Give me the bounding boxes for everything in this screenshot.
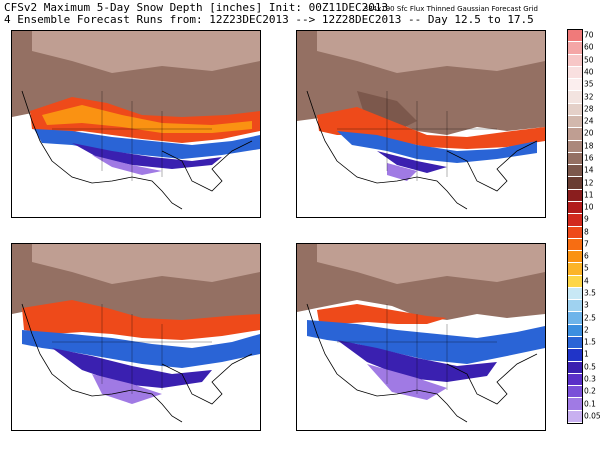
colorbar-label: 3 xyxy=(584,300,589,310)
colorbar-cell xyxy=(568,66,582,80)
colorbar-label: 1.5 xyxy=(584,337,596,347)
colorbar-label: 20 xyxy=(584,128,594,138)
colorbar-label: 24 xyxy=(584,116,594,126)
colorbar-label: 7 xyxy=(584,239,589,249)
colorbar-cell xyxy=(568,140,582,153)
colorbar-cell xyxy=(568,54,582,67)
snow-depth-map-2 xyxy=(297,31,545,217)
colorbar-cell xyxy=(568,189,582,202)
colorbar-cell xyxy=(568,238,582,252)
colorbar-label: 1 xyxy=(584,349,589,359)
colorbar-cell xyxy=(568,251,582,264)
colorbar-cell xyxy=(568,361,582,374)
colorbar-cell xyxy=(568,324,582,338)
chart-title-line-1: CFSv2 Maximum 5-Day Snow Depth [inches] … xyxy=(4,1,389,14)
map-panel-run-3 xyxy=(11,243,261,431)
colorbar-label: 35 xyxy=(584,79,594,89)
colorbar-cell xyxy=(568,152,582,166)
map-panel-run-4 xyxy=(296,243,546,431)
colorbar-label: 28 xyxy=(584,104,594,114)
colorbar-cell xyxy=(568,398,582,411)
colorbar-cell xyxy=(568,312,582,325)
colorbar-label: 16 xyxy=(584,153,594,163)
map-panel-run-1 xyxy=(11,30,261,218)
snow-depth-map-1 xyxy=(12,31,260,217)
colorbar-label: 11 xyxy=(584,190,594,200)
colorbar-label: 10 xyxy=(584,202,594,212)
colorbar xyxy=(567,29,583,424)
snow-depth-map-3 xyxy=(12,244,260,430)
chart-header: CFSv2 Maximum 5-Day Snow Depth [inches] … xyxy=(4,2,596,26)
colorbar-label: 6 xyxy=(584,251,589,261)
colorbar-cell xyxy=(568,165,582,178)
colorbar-cell xyxy=(568,263,582,276)
colorbar-cell xyxy=(568,91,582,104)
chart-title-line-2: 4 Ensemble Forecast Runs from: 12Z23DEC2… xyxy=(4,13,534,26)
colorbar-label: 0.3 xyxy=(584,374,596,384)
colorbar-cell xyxy=(568,275,582,288)
colorbar-cell xyxy=(568,115,582,129)
colorbar-label: 12 xyxy=(584,178,594,188)
colorbar-label: 40 xyxy=(584,67,594,77)
colorbar-cell xyxy=(568,30,582,43)
colorbar-cell xyxy=(568,79,582,92)
colorbar-cell xyxy=(568,42,582,55)
colorbar-label: 14 xyxy=(584,165,594,175)
colorbar-label: 5 xyxy=(584,263,589,273)
colorbar-label: 0.05 xyxy=(584,411,600,421)
colorbar-cell xyxy=(568,349,582,362)
colorbar-label: 32 xyxy=(584,92,594,102)
colorbar-label: 4 xyxy=(584,276,589,286)
colorbar-label: 9 xyxy=(584,214,589,224)
colorbar-cell xyxy=(568,287,582,301)
colorbar-label: 3.5 xyxy=(584,288,596,298)
colorbar-cell xyxy=(568,226,582,239)
grid-note: 384x190 Sfc Flux Thinned Gaussian Foreca… xyxy=(363,5,538,13)
colorbar-cell xyxy=(568,300,582,313)
colorbar-cell xyxy=(568,214,582,227)
colorbar-cell xyxy=(568,201,582,215)
colorbar-label: 50 xyxy=(584,55,594,65)
colorbar-cell xyxy=(568,373,582,387)
colorbar-cell xyxy=(568,103,582,116)
colorbar-cell xyxy=(568,337,582,350)
colorbar-label: 18 xyxy=(584,141,594,151)
colorbar-cell xyxy=(568,128,582,141)
colorbar-cell xyxy=(568,410,582,423)
colorbar-label: 2 xyxy=(584,325,589,335)
colorbar-label: 2.5 xyxy=(584,313,596,323)
map-panel-run-2 xyxy=(296,30,546,218)
colorbar-label: 0.2 xyxy=(584,386,596,396)
snow-depth-map-4 xyxy=(297,244,545,430)
colorbar-cell xyxy=(568,386,582,399)
colorbar-cell xyxy=(568,177,582,190)
colorbar-label: 8 xyxy=(584,227,589,237)
colorbar-label: 60 xyxy=(584,42,594,52)
colorbar-labels: 70 60 50 40 35 32 28 24 20 18 16 14 12 11 10 9 8 7 6 5 4 3.5 3… xyxy=(584,29,600,422)
colorbar-label: 0.1 xyxy=(584,399,596,409)
colorbar-label: 70 xyxy=(584,30,594,40)
colorbar-label: 0.5 xyxy=(584,362,596,372)
